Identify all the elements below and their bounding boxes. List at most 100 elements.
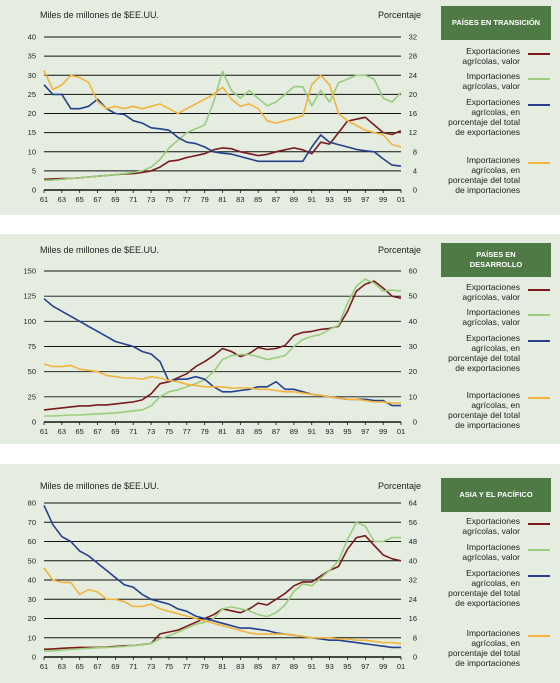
x-tick-label: 67 bbox=[93, 427, 101, 436]
right-tick-label: 16 bbox=[409, 109, 417, 118]
x-tick-label: 69 bbox=[111, 195, 119, 204]
left-tick-label: 100 bbox=[23, 317, 36, 326]
left-tick-label: 0 bbox=[32, 186, 36, 195]
x-tick-label: 71 bbox=[129, 195, 137, 204]
x-tick-label: 95 bbox=[343, 427, 351, 436]
right-tick-label: 40 bbox=[409, 317, 417, 326]
left-tick-label: 20 bbox=[28, 109, 36, 118]
legend-item: Exportaciones agrícolas, en porcentaje d… bbox=[441, 97, 556, 137]
x-tick-label: 81 bbox=[218, 662, 226, 671]
left-tick-label: 125 bbox=[23, 292, 36, 301]
legend-item: Importaciones agrícolas, valor bbox=[441, 542, 556, 572]
left-tick-label: 5 bbox=[32, 166, 36, 175]
chart-developing: 0 0 25 10 50 20 75 30 100 40 125 50 150 60 61 63 65 67 69 7… bbox=[23, 267, 417, 437]
left-tick-label: 25 bbox=[28, 392, 36, 401]
x-tick-label: 01 bbox=[397, 195, 405, 204]
series-line-2 bbox=[43, 521, 401, 652]
legend-item: Exportaciones agrícolas, valor bbox=[441, 46, 556, 76]
legend-item: Importaciones agrícolas, en porcentaje d… bbox=[441, 390, 556, 430]
right-tick-label: 32 bbox=[409, 576, 417, 585]
right-tick-label: 56 bbox=[409, 518, 417, 527]
x-tick-label: 83 bbox=[236, 195, 244, 204]
series-line-2 bbox=[43, 70, 402, 182]
x-tick-label: 01 bbox=[397, 662, 405, 671]
x-tick-label: 95 bbox=[343, 662, 351, 671]
right-tick-label: 0 bbox=[413, 653, 417, 662]
x-tick-label: 73 bbox=[147, 662, 155, 671]
left-tick-label: 75 bbox=[28, 342, 36, 351]
right-tick-label: 20 bbox=[409, 367, 417, 376]
x-tick-label: 95 bbox=[343, 195, 351, 204]
right-tick-label: 64 bbox=[409, 499, 417, 508]
series-line-3 bbox=[43, 505, 401, 649]
x-tick-label: 99 bbox=[379, 427, 387, 436]
x-tick-label: 91 bbox=[308, 662, 316, 671]
left-tick-label: 35 bbox=[28, 52, 36, 61]
right-tick-label: 8 bbox=[413, 633, 417, 642]
x-tick-label: 67 bbox=[93, 662, 101, 671]
x-tick-label: 91 bbox=[308, 195, 316, 204]
left-tick-label: 30 bbox=[28, 595, 36, 604]
chart-panel-developing: 0 0 25 10 50 20 75 30 100 40 125 50 150 60 61 63 65 67 69 7… bbox=[0, 234, 560, 444]
left-axis-title: Miles de millones de $EE.UU. bbox=[40, 10, 160, 20]
left-tick-label: 25 bbox=[28, 90, 36, 99]
right-tick-label: 10 bbox=[409, 392, 417, 401]
left-tick-label: 0 bbox=[32, 653, 36, 662]
x-tick-label: 65 bbox=[76, 662, 84, 671]
series-line-4 bbox=[43, 70, 402, 148]
chart-transition: 0 0 5 4 10 8 15 12 20 16 25 20 30 24 35 28 40 32 61 63 65 67 6… bbox=[28, 33, 417, 205]
x-tick-label: 77 bbox=[183, 195, 191, 204]
left-tick-label: 15 bbox=[28, 128, 36, 137]
x-tick-label: 83 bbox=[236, 662, 244, 671]
region-badge: PAÍSES EN DESARROLLO bbox=[441, 243, 551, 277]
x-tick-label: 79 bbox=[200, 195, 208, 204]
chart-panel-asia: 0 0 10 8 20 16 30 24 40 32 50 40 60 48 70 56 80 64 61 63 65 6… bbox=[0, 464, 560, 683]
x-tick-label: 89 bbox=[290, 662, 298, 671]
legend-item: Exportaciones agrícolas, en porcentaje d… bbox=[441, 568, 556, 608]
left-axis-title: Miles de millones de $EE.UU. bbox=[40, 245, 160, 255]
x-tick-label: 77 bbox=[183, 662, 191, 671]
legend-item: Importaciones agrícolas, valor bbox=[441, 307, 556, 337]
right-tick-label: 4 bbox=[413, 166, 417, 175]
right-tick-label: 0 bbox=[413, 418, 417, 427]
x-tick-label: 87 bbox=[272, 195, 280, 204]
x-tick-label: 63 bbox=[58, 195, 66, 204]
x-tick-label: 61 bbox=[40, 427, 48, 436]
x-tick-label: 65 bbox=[76, 427, 84, 436]
right-tick-label: 0 bbox=[413, 186, 417, 195]
x-tick-label: 85 bbox=[254, 427, 262, 436]
region-badge: ASIA Y EL PACÍFICO bbox=[441, 478, 551, 512]
series-line-1 bbox=[43, 116, 402, 181]
legend-item: Importaciones agrícolas, en porcentaje d… bbox=[441, 628, 556, 668]
x-tick-label: 89 bbox=[290, 195, 298, 204]
right-tick-label: 24 bbox=[409, 595, 417, 604]
x-tick-label: 81 bbox=[218, 427, 226, 436]
series-line-4 bbox=[43, 363, 401, 404]
x-tick-label: 87 bbox=[272, 662, 280, 671]
x-tick-label: 67 bbox=[93, 195, 101, 204]
x-tick-label: 77 bbox=[183, 427, 191, 436]
series-line-2 bbox=[44, 278, 402, 417]
right-tick-label: 28 bbox=[409, 52, 417, 61]
x-tick-label: 91 bbox=[308, 427, 316, 436]
x-tick-label: 73 bbox=[147, 427, 155, 436]
chart-panel-transition: 0 0 5 4 10 8 15 12 20 16 25 20 30 24 35 28 40 32 61 63 65 67 6… bbox=[0, 0, 560, 215]
x-tick-label: 75 bbox=[165, 427, 173, 436]
legend-item: Importaciones agrícolas, valor bbox=[441, 71, 556, 101]
series-line-4 bbox=[43, 567, 402, 645]
x-tick-label: 65 bbox=[76, 195, 84, 204]
right-axis-title: Porcentaje bbox=[378, 481, 422, 491]
legend-item: Importaciones agrícolas, en porcentaje d… bbox=[441, 155, 556, 195]
x-tick-label: 83 bbox=[236, 427, 244, 436]
left-tick-label: 10 bbox=[28, 147, 36, 156]
x-tick-label: 87 bbox=[272, 427, 280, 436]
region-badge: PAÍSES EN TRANSICIÓN bbox=[441, 6, 551, 40]
x-tick-label: 75 bbox=[165, 195, 173, 204]
legend-item: Exportaciones agrícolas, en porcentaje d… bbox=[441, 333, 556, 373]
x-tick-label: 69 bbox=[111, 427, 119, 436]
left-axis-title: Miles de millones de $EE.UU. bbox=[40, 481, 160, 491]
x-tick-label: 85 bbox=[254, 195, 262, 204]
series-line-1 bbox=[43, 280, 402, 411]
x-tick-label: 97 bbox=[361, 662, 369, 671]
